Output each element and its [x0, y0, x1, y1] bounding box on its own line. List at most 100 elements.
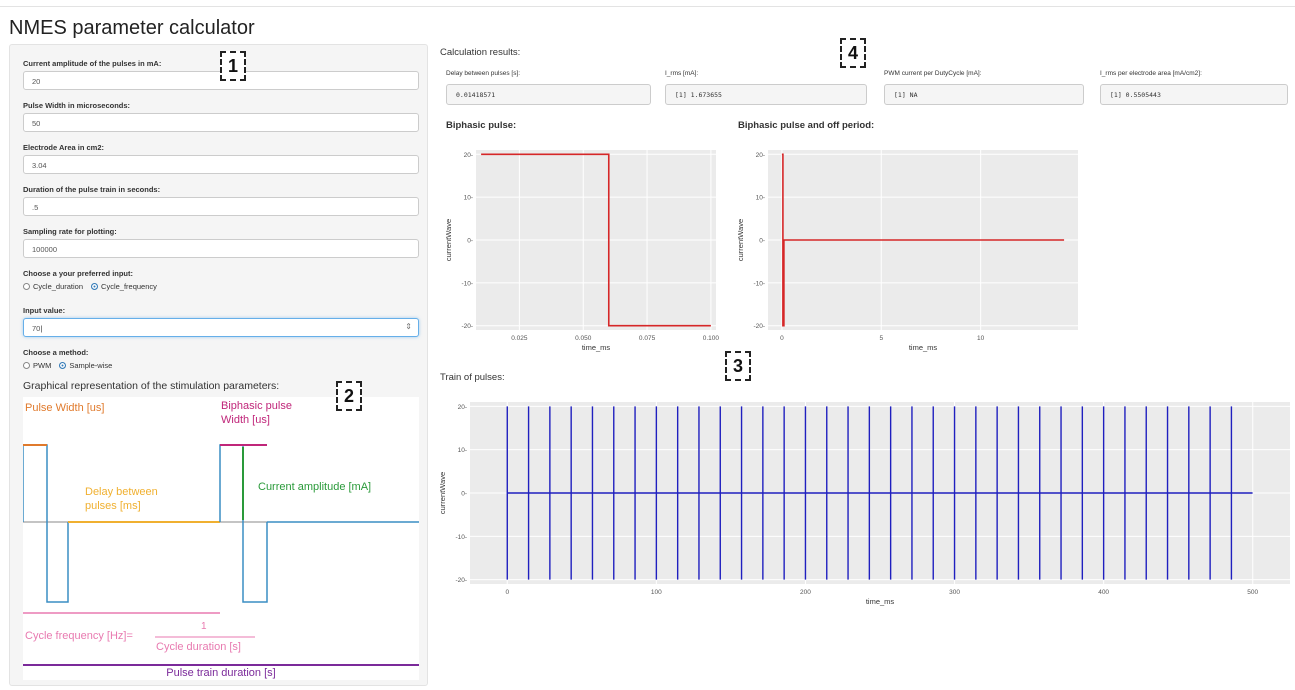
- x-tick-label: 0.025: [511, 335, 528, 342]
- sampling-rate-input[interactable]: 100000: [23, 239, 419, 258]
- stepper-icon[interactable]: ⇕: [405, 322, 412, 331]
- result-value-delay: 0.01418571: [446, 84, 651, 105]
- sidebar-panel: Current amplitude of the pulses in mA: 2…: [9, 44, 428, 686]
- y-axis-label: currentWave: [736, 219, 745, 261]
- y-tick-label: 10-: [464, 195, 473, 202]
- stimulation-diagram: Pulse Width [us] Biphasic pulse Width [u…: [22, 397, 419, 680]
- electrode-area-input[interactable]: 3.04: [23, 155, 419, 174]
- input-choice-group: Cycle_duration Cycle_frequency: [23, 282, 165, 291]
- y-tick-label: 20-: [458, 404, 467, 411]
- x-tick-label: 100: [651, 589, 662, 596]
- label-delay: Delay between pulses [ms]: [85, 485, 158, 513]
- graphical-title: Graphical representation of the stimulat…: [23, 380, 280, 392]
- biphasic-off-plot: 20- 10- 0- -10- -20- 0 5 10 time_ms currentWave: [736, 150, 1078, 352]
- results-title: Calculation results:: [440, 47, 521, 58]
- method-label: Choose a method:: [23, 348, 89, 357]
- stimulation-diagram-svg: [22, 444, 419, 666]
- radio-sample-wise-label[interactable]: Sample-wise: [69, 361, 113, 370]
- y-tick-label: 20-: [756, 152, 765, 159]
- electrode-area-label: Electrode Area in cm2:: [23, 143, 105, 152]
- label-biphasic-line2: Width [us]: [221, 414, 270, 426]
- y-tick-label: 0-: [759, 238, 765, 245]
- result-label-irms-area: I_rms per electrode area [mA/cm2]:: [1100, 70, 1202, 77]
- result-label-delay: Delay between pulses [s]:: [446, 70, 521, 77]
- input-value-label: Input value:: [23, 306, 66, 315]
- radio-cycle-frequency[interactable]: [91, 283, 99, 290]
- y-tick-label: -10-: [461, 280, 473, 287]
- y-tick-label: 0-: [467, 238, 473, 245]
- diagram-pulse-2-positive: [219, 444, 244, 522]
- diagram-pulse-1-negative: [46, 522, 69, 603]
- y-tick-label: 10-: [756, 195, 765, 202]
- x-axis-label: time_ms: [866, 597, 895, 606]
- label-pulse-train: Pulse train duration [s]: [166, 667, 276, 679]
- input-choice-label: Choose a your preferred input:: [23, 269, 134, 278]
- label-cycle-frequency: Cycle frequency [Hz]=: [25, 630, 133, 642]
- radio-sample-wise[interactable]: [59, 362, 67, 369]
- input-value-field[interactable]: 70| ⇕: [23, 318, 419, 337]
- pulse-width-label: Pulse Width in microseconds:: [23, 101, 131, 110]
- annotation-1: 1: [220, 51, 246, 81]
- x-tick-label: 300: [949, 589, 960, 596]
- radio-cycle-duration[interactable]: [23, 283, 30, 290]
- input-value-text: 70: [32, 324, 41, 333]
- pulse-width-input[interactable]: 50: [23, 113, 419, 132]
- method-choice-group: PWM Sample-wise: [23, 361, 120, 370]
- train-duration-input[interactable]: .5: [23, 197, 419, 216]
- label-pulse-width: Pulse Width [us]: [25, 402, 105, 414]
- label-fraction-denominator: Cycle duration [s]: [156, 641, 241, 653]
- result-value-irms: [1] 1.673655: [665, 84, 867, 105]
- x-tick-label: 10: [977, 335, 985, 342]
- label-biphasic: Biphasic pulse Width [us]: [221, 399, 292, 427]
- result-value-irms-area: [1] 0.5505443: [1100, 84, 1288, 105]
- page-title: NMES parameter calculator: [9, 17, 255, 39]
- y-tick-label: -10-: [455, 534, 467, 541]
- train-plot-title: Train of pulses:: [440, 372, 505, 383]
- y-tick-label: 10-: [458, 447, 467, 454]
- y-tick-label: -20-: [455, 577, 467, 584]
- label-current-amplitude: Current amplitude [mA]: [258, 481, 372, 493]
- sampling-rate-label: Sampling rate for plotting:: [23, 227, 117, 236]
- label-delay-line2: pulses [ms]: [85, 500, 141, 512]
- annotation-3: 3: [725, 351, 751, 381]
- annotation-2: 2: [336, 381, 362, 411]
- result-label-pwm: PWM current per DutyCycle [mA]:: [884, 70, 982, 77]
- x-tick-label: 0.075: [639, 335, 656, 342]
- label-biphasic-line1: Biphasic pulse: [221, 400, 292, 412]
- biphasic-off-plot-title: Biphasic pulse and off period:: [738, 120, 875, 131]
- diagram-pulse-2-negative: [242, 522, 268, 603]
- label-delay-line1: Delay between: [85, 486, 158, 498]
- train-plot: 20- 10- 0- -10- -20- 0 100 200 300 400 500 time_ms c…: [440, 402, 1290, 606]
- x-tick-label: 200: [800, 589, 811, 596]
- x-tick-label: 0: [780, 335, 784, 342]
- top-divider: [0, 6, 1295, 7]
- x-tick-label: 0: [505, 589, 509, 596]
- y-axis-label: currentWave: [444, 219, 453, 261]
- x-tick-label: 0.100: [703, 335, 720, 342]
- result-value-pwm: [1] NA: [884, 84, 1084, 105]
- series-line: [781, 153, 1065, 327]
- x-tick-label: 500: [1247, 589, 1258, 596]
- y-tick-label: -20-: [753, 323, 765, 330]
- radio-cycle-duration-label[interactable]: Cycle_duration: [33, 282, 84, 291]
- result-label-irms: I_rms [mA]:: [665, 70, 699, 77]
- x-axis-label: time_ms: [582, 343, 611, 352]
- y-tick-label: 0-: [461, 491, 467, 498]
- radio-pwm[interactable]: [23, 362, 30, 369]
- biphasic-plot: 20- 10- 0- -10- -20- 0.025 0.050 0.075 0.100 time…: [444, 150, 720, 352]
- biphasic-plot-title: Biphasic pulse:: [446, 120, 517, 131]
- radio-cycle-frequency-label[interactable]: Cycle_frequency: [101, 282, 157, 291]
- amplitude-label: Current amplitude of the pulses in mA:: [23, 59, 162, 68]
- annotation-4: 4: [840, 38, 866, 68]
- y-axis-label: currentWave: [440, 472, 447, 514]
- x-tick-label: 0.050: [575, 335, 592, 342]
- x-axis-label: time_ms: [909, 343, 938, 352]
- label-fraction-numerator: 1: [201, 621, 207, 632]
- x-tick-label: 400: [1098, 589, 1109, 596]
- diagram-pulse-1-positive: [22, 444, 48, 522]
- train-duration-label: Duration of the pulse train in seconds:: [23, 185, 161, 194]
- x-tick-label: 5: [879, 335, 883, 342]
- y-tick-label: -20-: [461, 323, 473, 330]
- series-line: [481, 153, 711, 327]
- radio-pwm-label[interactable]: PWM: [33, 361, 52, 370]
